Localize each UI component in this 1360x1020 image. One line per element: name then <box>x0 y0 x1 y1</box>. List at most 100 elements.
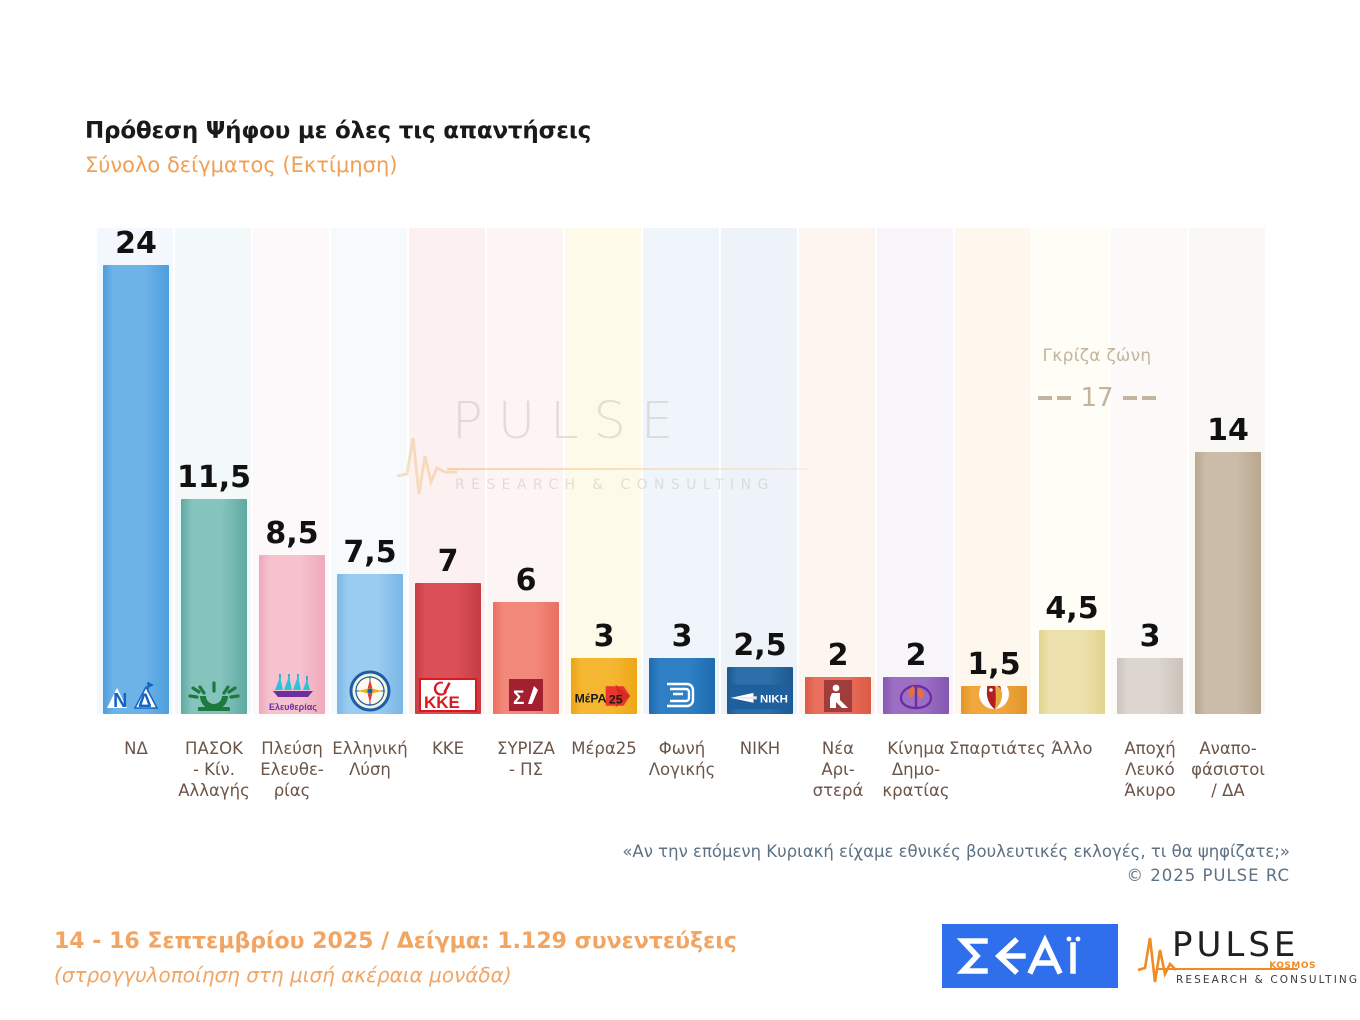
bar-column: 8,5 Ελευθερίας <box>259 519 325 714</box>
bar-column: 2,5 ΝΙΚΗ <box>727 631 793 714</box>
bar <box>649 657 715 714</box>
x-axis-label-line: ρίας <box>273 781 311 801</box>
x-axis-label-line: Νέα <box>821 739 855 758</box>
bar-value-label: 3 <box>671 618 693 654</box>
x-axis-labels: ΝΔ ΠΑΣΟΚ - Κίν. Αλλαγής Πλεύση Ελευθε-ρίας Ελλ… <box>97 738 1267 818</box>
bar-value-label: 24 <box>115 226 157 262</box>
bar-value-label: 6 <box>515 562 537 598</box>
party-logo-nd: Ν Δ <box>105 666 167 712</box>
poll-question: «Αν την επόμενη Κυριακή είχαμε εθνικές β… <box>622 842 1290 861</box>
x-axis-label: Άλλο <box>1027 738 1117 759</box>
party-logo-kinima <box>885 677 947 712</box>
x-axis-label-line: Αλλαγής <box>178 781 250 801</box>
bar <box>1117 657 1183 714</box>
x-axis-label: Αναπο-φάσιστοι / ΔΑ <box>1183 738 1273 801</box>
background-band <box>643 228 721 714</box>
party-logo-niki: ΝΙΚΗ <box>728 667 792 712</box>
grey-zone-dash-right <box>1122 396 1156 400</box>
x-axis-label: Πλεύση Ελευθε-ρίας <box>247 738 337 801</box>
x-axis-label: ΣΥΡΙΖΑ - ΠΣ <box>481 738 571 780</box>
svg-text:Σ: Σ <box>513 688 524 709</box>
pulse-logo-subtitle: RESEARCH & CONSULTING <box>1176 974 1360 986</box>
x-axis-label-line: - ΠΣ <box>508 760 544 780</box>
bar-value-label: 14 <box>1207 413 1249 449</box>
party-logo-spartiates <box>963 685 1025 712</box>
bar <box>337 573 403 714</box>
pulse-logo-rule <box>1158 968 1298 970</box>
x-axis-label-line: Λογικής <box>648 760 716 780</box>
grey-zone-value: 17 <box>1080 383 1114 413</box>
grey-zone-annotation: Γκρίζα ζώνη 17 <box>997 346 1197 413</box>
svg-text:ΚΚΕ: ΚΚΕ <box>424 693 460 712</box>
svg-text:Ελευθερίας: Ελευθερίας <box>269 702 317 712</box>
chart-plot-area: PULSE RESEARCH & CONSULTING Γκρίζα ζώνη … <box>97 228 1267 714</box>
bar <box>181 499 247 714</box>
bar-value-label: 11,5 <box>176 460 252 496</box>
x-axis-label: ΝΙΚΗ <box>715 738 805 759</box>
x-axis-label-line: Άκυρο <box>1124 781 1176 801</box>
x-axis-label: Κίνημα Δημο-κρατίας <box>871 738 961 801</box>
fieldwork-dates: 14 - 16 Σεπτεμβρίου 2025 / Δείγμα: 1.129… <box>54 929 737 954</box>
x-axis-label-line: Λευκό <box>1125 760 1175 780</box>
x-axis-label-line: Λύση <box>349 760 391 780</box>
bar-column: 14 <box>1195 416 1261 714</box>
bar-column: 6 Σ <box>493 562 559 714</box>
background-band <box>877 228 955 714</box>
x-axis-label-line: ΚΚΕ <box>431 739 465 758</box>
svg-text:25: 25 <box>609 692 623 706</box>
page-title: Πρόθεση Ψήφου με όλες τις απαντήσεις <box>85 118 592 144</box>
bar: Σ <box>493 601 559 714</box>
bar-column: 4,5 <box>1039 590 1105 714</box>
x-axis-label: ΝΔ <box>91 738 181 759</box>
chart-subtitle: Σύνολο δείγματος (Εκτίμηση) <box>85 153 398 177</box>
x-axis-label-line: ΝΔ <box>124 739 148 758</box>
x-axis-label: Νέα Αρι-στερά <box>793 738 883 801</box>
x-axis-label-line: / ΔΑ <box>1211 781 1245 801</box>
bar: ΚΚΕ <box>415 583 481 714</box>
bar-column: 7,5 <box>337 534 403 714</box>
bar-value-label: 2 <box>905 637 927 673</box>
party-logo-mera25: ΜέΡΑ 25 <box>573 666 635 712</box>
bar-value-label: 3 <box>1139 618 1161 654</box>
bar <box>961 685 1027 714</box>
pulse-logo-kosmos: KOSMOS <box>1269 961 1316 971</box>
x-axis-label-line: ΝΙΚΗ <box>739 739 781 758</box>
bar <box>805 676 871 714</box>
party-logo-foni <box>651 666 713 712</box>
x-axis-label-line: Ελευθε- <box>260 760 324 780</box>
x-axis-label-line: ΠΑΣΟΚ <box>185 739 243 758</box>
party-logo-nea-aristera <box>807 677 869 712</box>
bar <box>883 676 949 714</box>
fieldwork-info: 14 - 16 Σεπτεμβρίου 2025 / Δείγμα: 1.129… <box>54 926 737 990</box>
x-axis-label-line: ΣΥΡΙΖΑ <box>497 739 555 758</box>
bar-value-label: 2,5 <box>733 628 787 664</box>
svg-text:ΜέΡΑ: ΜέΡΑ <box>575 692 607 706</box>
chart-header: Πρόθεση Ψήφου με όλες τις απαντήσεις Σύν… <box>85 118 591 177</box>
x-axis-label-line: στερά <box>812 781 864 801</box>
party-logo-kke: ΚΚΕ <box>417 666 479 712</box>
bar-value-label: 7 <box>437 544 459 580</box>
background-band <box>955 228 1033 714</box>
bar-column: 3 ΜέΡΑ 25 <box>571 621 637 714</box>
bar-value-label: 4,5 <box>1045 590 1099 626</box>
x-axis-label-line: Κίνημα <box>887 739 945 758</box>
x-axis-label-line: φάσιστοι <box>1191 760 1265 780</box>
party-logo-syriza: Σ <box>495 666 557 712</box>
background-band <box>1111 228 1189 714</box>
bar-value-label: 8,5 <box>265 516 319 552</box>
background-band <box>565 228 643 714</box>
background-band <box>799 228 877 714</box>
x-axis-label-line: κρατίας <box>882 781 950 801</box>
x-axis-label: Φωνή Λογικής <box>637 738 727 780</box>
svg-text:ΝΙΚΗ: ΝΙΚΗ <box>760 694 788 706</box>
bar <box>1195 452 1261 714</box>
x-axis-label: ΠΑΣΟΚ - Κίν. Αλλαγής <box>169 738 259 801</box>
copyright-text: © 2025 PULSE RC <box>1126 865 1290 885</box>
skai-logo-icon <box>956 934 1081 975</box>
party-logo-elliniki <box>339 666 401 712</box>
x-axis-label-line: Μέρα25 <box>571 739 637 758</box>
x-axis-label-line: Αρι- <box>821 760 855 780</box>
question-footer: «Αν την επόμενη Κυριακή είχαμε εθνικές β… <box>622 840 1290 888</box>
x-axis-label-line: - Κίν. <box>192 760 236 780</box>
bar-value-label: 7,5 <box>343 534 397 570</box>
